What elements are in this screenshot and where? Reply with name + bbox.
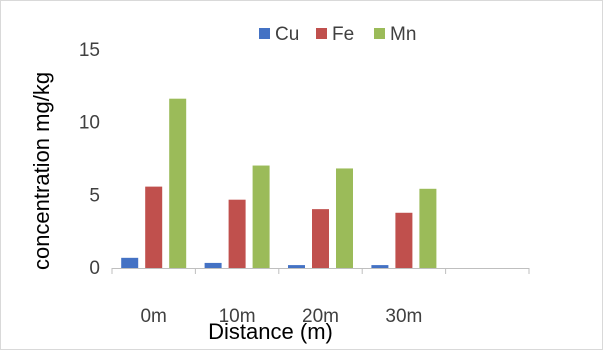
legend-label-fe: Fe (332, 24, 354, 45)
legend-label-mn: Mn (390, 24, 416, 45)
y-axis-title: concentration mg/kg (29, 72, 54, 270)
bar-cu-0m (121, 257, 139, 268)
bar-mn-10m (252, 165, 270, 268)
y-tick-label: 15 (79, 40, 100, 61)
bar-mn-0m (169, 98, 187, 268)
bar-cu-20m (288, 265, 305, 268)
x-axis-ticks: 0m 10m 20m 30m (111, 268, 530, 327)
bar-fe-30m (395, 212, 413, 268)
bar-cu-10m (204, 262, 222, 268)
bar-fe-0m (145, 186, 163, 268)
y-tick-label: 0 (89, 258, 100, 279)
bar-cu-30m (371, 265, 389, 268)
legend: Cu Fe Mn (259, 24, 416, 45)
bar-mn-30m (419, 188, 437, 268)
bars (121, 98, 437, 268)
y-tick-label: 5 (89, 185, 100, 206)
x-axis-title: Distance (m) (208, 319, 333, 344)
bar-fe-20m (312, 209, 329, 268)
legend-swatch-cu (259, 28, 270, 39)
x-tick-label: 10m (219, 306, 256, 327)
x-tick-label: 0m (140, 306, 166, 327)
y-axis-ticks: 0 5 10 15 (79, 40, 100, 279)
legend-swatch-fe (316, 28, 327, 39)
x-tick-label: 20m (302, 306, 339, 327)
bar-mn-20m (336, 168, 353, 268)
legend-swatch-mn (374, 28, 385, 39)
y-tick-label: 10 (79, 113, 100, 134)
x-tick-label: 30m (385, 306, 422, 327)
bar-fe-10m (228, 199, 246, 268)
legend-label-cu: Cu (275, 24, 299, 45)
